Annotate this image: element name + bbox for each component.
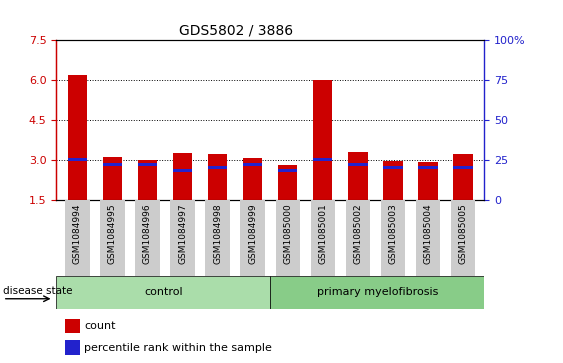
FancyBboxPatch shape: [381, 200, 405, 276]
Bar: [348, 163, 368, 166]
Text: GSM1084994: GSM1084994: [73, 203, 82, 264]
Bar: [68, 74, 87, 200]
Bar: [348, 152, 368, 200]
Text: primary myelofibrosis: primary myelofibrosis: [316, 287, 438, 297]
Bar: [313, 158, 333, 161]
Bar: [243, 163, 262, 166]
Text: GSM1084998: GSM1084998: [213, 203, 222, 264]
FancyBboxPatch shape: [451, 200, 475, 276]
Bar: [65, 319, 80, 333]
Bar: [278, 165, 297, 200]
FancyBboxPatch shape: [65, 200, 90, 276]
Text: GSM1085001: GSM1085001: [318, 203, 327, 264]
FancyBboxPatch shape: [416, 200, 440, 276]
FancyBboxPatch shape: [275, 200, 300, 276]
Text: GSM1085005: GSM1085005: [459, 203, 468, 264]
Text: GSM1084996: GSM1084996: [143, 203, 152, 264]
Text: GSM1084997: GSM1084997: [178, 203, 187, 264]
Bar: [243, 158, 262, 200]
Text: disease state: disease state: [3, 286, 72, 295]
Bar: [313, 80, 333, 200]
FancyBboxPatch shape: [56, 276, 270, 309]
Bar: [138, 163, 157, 166]
Bar: [453, 154, 473, 200]
FancyBboxPatch shape: [100, 200, 124, 276]
Bar: [418, 162, 437, 200]
Bar: [383, 166, 403, 169]
Text: percentile rank within the sample: percentile rank within the sample: [84, 343, 272, 352]
Bar: [173, 153, 192, 200]
Bar: [103, 163, 122, 166]
FancyBboxPatch shape: [170, 200, 195, 276]
FancyBboxPatch shape: [346, 200, 370, 276]
Bar: [383, 161, 403, 200]
Bar: [208, 154, 227, 200]
Bar: [418, 166, 437, 169]
Text: count: count: [84, 321, 115, 331]
Bar: [138, 160, 157, 200]
Text: GSM1085000: GSM1085000: [283, 203, 292, 264]
Text: GSM1085004: GSM1085004: [423, 203, 432, 264]
Bar: [173, 168, 192, 172]
Text: GSM1085002: GSM1085002: [354, 203, 363, 264]
Bar: [208, 166, 227, 169]
Text: GSM1084999: GSM1084999: [248, 203, 257, 264]
Text: GSM1084995: GSM1084995: [108, 203, 117, 264]
Bar: [278, 168, 297, 172]
Title: GDS5802 / 3886: GDS5802 / 3886: [179, 23, 293, 37]
Text: control: control: [144, 287, 182, 297]
Bar: [453, 166, 473, 169]
FancyBboxPatch shape: [270, 276, 484, 309]
Bar: [65, 340, 80, 355]
Bar: [103, 157, 122, 200]
FancyBboxPatch shape: [311, 200, 335, 276]
Text: GSM1085003: GSM1085003: [388, 203, 397, 264]
FancyBboxPatch shape: [205, 200, 230, 276]
Bar: [68, 158, 87, 161]
FancyBboxPatch shape: [240, 200, 265, 276]
FancyBboxPatch shape: [135, 200, 160, 276]
